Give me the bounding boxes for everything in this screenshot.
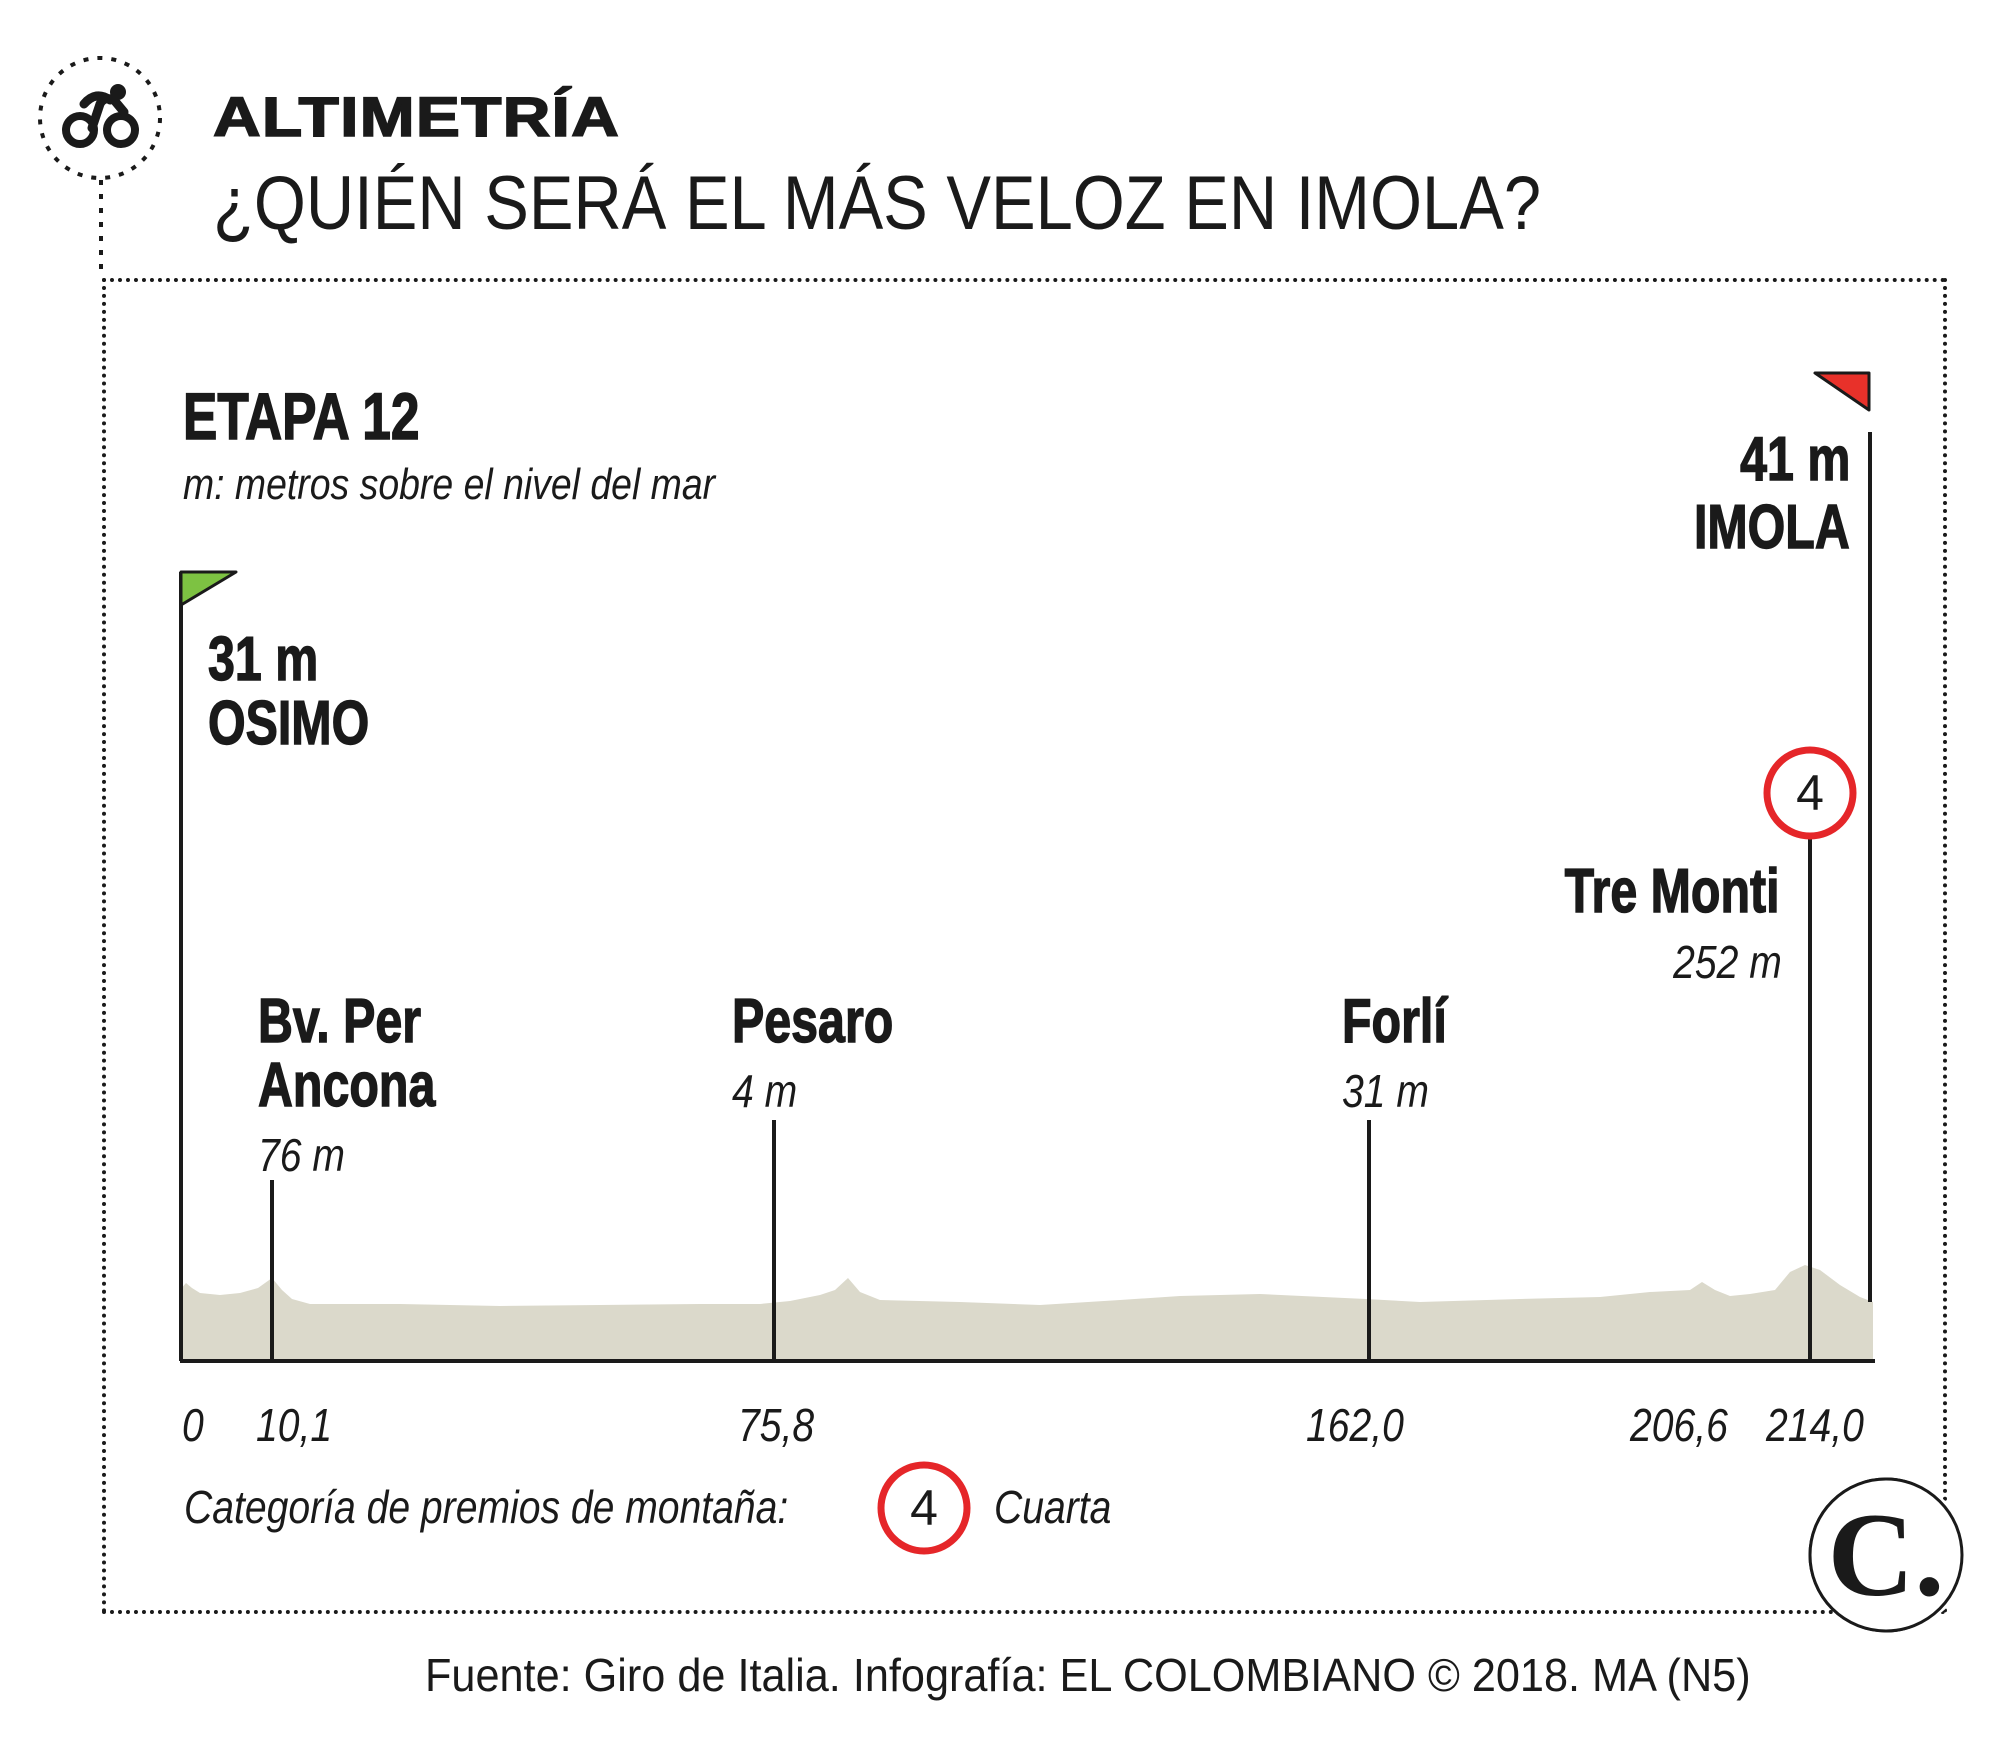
logo-el-colombiano: C. xyxy=(1827,1488,1945,1621)
finish-altitude: 41 m xyxy=(1739,425,1850,494)
waypoint-altitude: 4 m xyxy=(732,1065,798,1117)
cyclist-icon xyxy=(38,56,162,278)
chart-frame xyxy=(102,278,1947,1614)
legend-category-name: Cuarta xyxy=(994,1481,1112,1533)
legend-category-number: 4 xyxy=(910,1480,938,1536)
legend-label: Categoría de premios de montaña: xyxy=(184,1481,789,1533)
start-altitude: 31 m xyxy=(207,625,319,694)
x-tick-label: 0 xyxy=(182,1399,204,1451)
start-flag-icon xyxy=(179,570,238,607)
x-tick-label: 10,1 xyxy=(256,1399,333,1451)
waypoint-altitude: 31 m xyxy=(1342,1065,1429,1117)
finish-flag-icon xyxy=(1813,371,1871,412)
waypoint-name-line1: Bv. Per xyxy=(257,987,422,1056)
waypoint-name-line1: Forlí xyxy=(1341,987,1447,1056)
waypoint-name-line1: Pesaro xyxy=(731,987,894,1056)
x-tick-label: 206,6 xyxy=(1630,1399,1728,1451)
mountain-category-number: 4 xyxy=(1796,765,1824,821)
footer-credits: Fuente: Giro de Italia. Infografía: EL C… xyxy=(425,1649,1751,1701)
elevation-profile-area xyxy=(180,1265,1873,1361)
finish-name: IMOLA xyxy=(1694,493,1851,562)
start-name: OSIMO xyxy=(207,689,370,758)
x-tick-label: 162,0 xyxy=(1306,1399,1404,1451)
mountain-category-badge xyxy=(1763,746,1857,840)
stage-title: ETAPA 12 xyxy=(182,378,420,454)
waypoint-name-line2: Ancona xyxy=(257,1051,436,1120)
kicker-title: ALTIMETRÍA xyxy=(212,84,620,149)
x-tick-label: 75,8 xyxy=(738,1399,815,1451)
x-tick-label: 214,0 xyxy=(1766,1399,1864,1451)
waypoint-altitude: 252 m xyxy=(1673,936,1782,988)
waypoint-altitude: 76 m xyxy=(258,1129,345,1181)
waypoint-name-line1: Tre Monti xyxy=(1565,857,1781,926)
headline: ¿QUIÉN SERÁ EL MÁS VELOZ EN IMOLA? xyxy=(213,161,1542,246)
legend-category-badge xyxy=(877,1461,971,1555)
stage-subtitle: m: metros sobre el nivel del mar xyxy=(183,460,716,509)
